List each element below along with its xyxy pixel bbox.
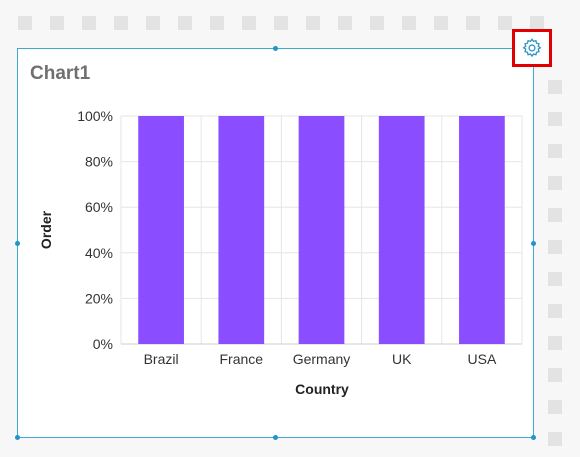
x-axis-ticks: Brazil France Germany UK USA — [144, 351, 497, 367]
bar-chart: 0% 20% 40% 60% 80% 100% Brazil France Germany UK… — [38, 108, 523, 397]
canvas-dot — [466, 16, 480, 30]
canvas-dot — [530, 16, 544, 30]
canvas-dot — [18, 16, 32, 30]
canvas-dot — [242, 16, 256, 30]
y-axis-ticks: 0% 20% 40% 60% 80% 100% — [77, 108, 113, 352]
widget-title: Chart1 — [30, 63, 91, 84]
y-tick-label: 40% — [85, 245, 113, 261]
resize-handle-top[interactable] — [273, 46, 278, 51]
canvas-dot-row — [0, 16, 580, 30]
canvas-dot — [548, 368, 562, 382]
canvas-dot — [548, 304, 562, 318]
canvas-dot — [114, 16, 128, 30]
y-tick-label: 0% — [93, 336, 113, 352]
canvas-dot — [548, 144, 562, 158]
resize-handle-bottom-right[interactable] — [531, 435, 536, 440]
chart-settings-button[interactable] — [512, 29, 552, 67]
resize-handle-bottom-left[interactable] — [15, 435, 20, 440]
canvas-dot — [50, 16, 64, 30]
canvas-dot — [82, 16, 96, 30]
canvas-dot — [146, 16, 160, 30]
canvas-dot — [210, 16, 224, 30]
canvas-dot — [548, 400, 562, 414]
canvas-dot — [548, 176, 562, 190]
bar-uk[interactable] — [378, 116, 425, 344]
y-tick-label: 20% — [85, 290, 113, 306]
canvas-dot — [548, 112, 562, 126]
y-axis-label: Order — [38, 210, 54, 249]
x-tick-label: UK — [392, 351, 412, 367]
x-tick-label: Brazil — [144, 351, 179, 367]
canvas-dot-column — [548, 0, 562, 457]
y-tick-label: 80% — [85, 154, 113, 170]
x-tick-label: USA — [468, 351, 497, 367]
chart-bars — [138, 116, 505, 344]
canvas-dot — [548, 208, 562, 222]
y-tick-label: 100% — [77, 108, 113, 124]
canvas-dot — [370, 16, 384, 30]
canvas-dot — [548, 336, 562, 350]
canvas-dot — [402, 16, 416, 30]
canvas-dot — [306, 16, 320, 30]
canvas-dot — [548, 432, 562, 446]
bar-germany[interactable] — [298, 116, 345, 344]
resize-handle-right[interactable] — [531, 241, 536, 246]
canvas-dot — [338, 16, 352, 30]
x-axis-label: Country — [295, 381, 349, 397]
canvas-dot — [434, 16, 448, 30]
canvas-dot — [548, 240, 562, 254]
canvas-dot — [548, 80, 562, 94]
canvas-dot — [548, 272, 562, 286]
bar-brazil[interactable] — [138, 116, 184, 344]
canvas-dot — [178, 16, 192, 30]
resize-handle-bottom[interactable] — [273, 435, 278, 440]
canvas-dot — [274, 16, 288, 30]
bar-usa[interactable] — [459, 116, 505, 344]
y-tick-label: 60% — [85, 199, 113, 215]
x-tick-label: Germany — [293, 351, 351, 367]
canvas-dot — [498, 16, 512, 30]
resize-handle-left[interactable] — [15, 241, 20, 246]
bar-france[interactable] — [218, 116, 265, 344]
x-tick-label: France — [220, 351, 264, 367]
chart-widget[interactable]: Chart1 0% 20% 40% 60% 80% 100% Brazil France Ge… — [15, 46, 536, 440]
gear-icon — [522, 38, 542, 58]
